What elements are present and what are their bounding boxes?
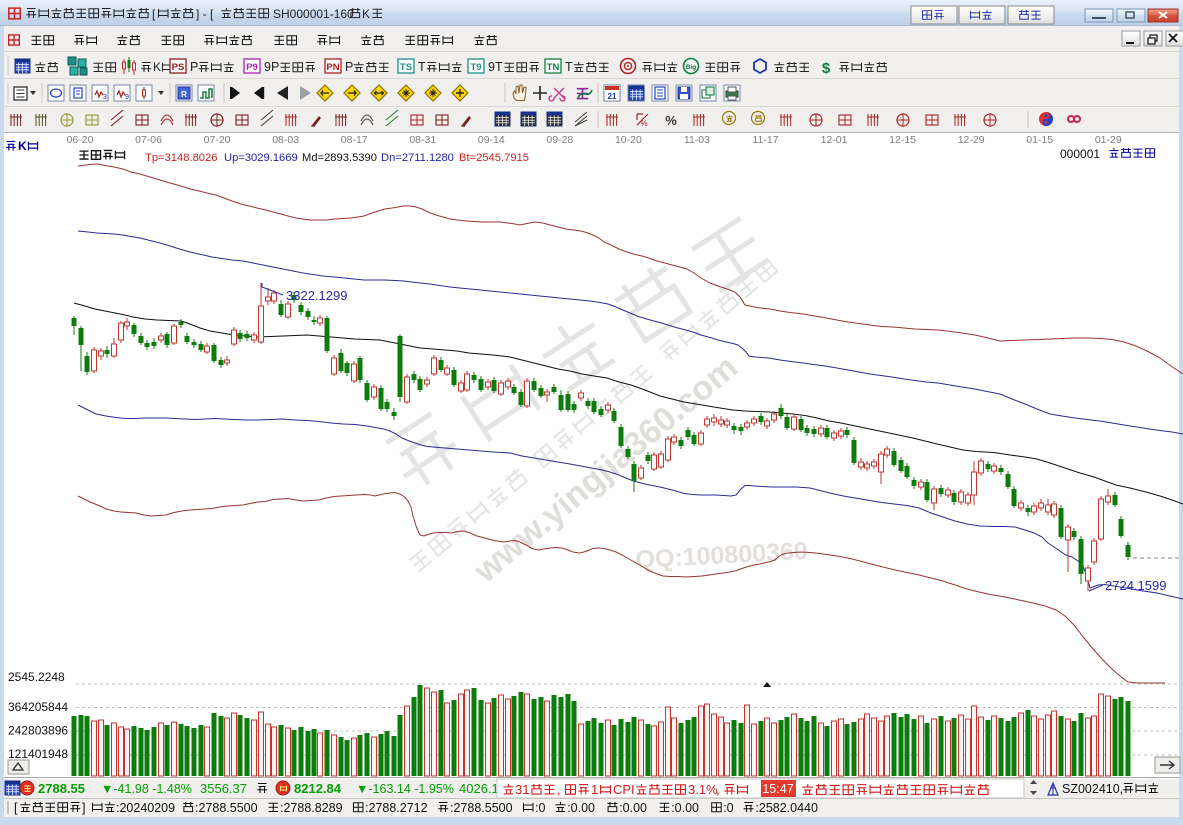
svg-text:01-15: 01-15 <box>1026 134 1053 146</box>
svg-text::0.00: :0.00 <box>567 801 595 815</box>
svg-text:TS: TS <box>400 62 412 73</box>
svg-text:06-20: 06-20 <box>67 134 94 146</box>
svg-text:08-31: 08-31 <box>409 134 436 146</box>
svg-text:P9: P9 <box>246 62 258 73</box>
svg-text:Md=2893.5390: Md=2893.5390 <box>302 152 377 164</box>
svg-text::2788.8289: :2788.8289 <box>280 801 343 815</box>
svg-text::2582.0440: :2582.0440 <box>755 801 818 815</box>
svg-text:3.1%: 3.1% <box>688 782 718 797</box>
svg-text::2788.2712: :2788.2712 <box>365 801 428 815</box>
svg-text:15:47: 15:47 <box>762 782 793 796</box>
svg-text::0.00: :0.00 <box>671 801 699 815</box>
svg-text:[: [ <box>14 801 18 815</box>
svg-text::20240209: :20240209 <box>116 801 175 815</box>
svg-text:T9: T9 <box>470 62 481 73</box>
svg-text::0.00: :0.00 <box>619 801 647 815</box>
svg-text:CPI: CPI <box>613 782 635 797</box>
svg-text:T: T <box>565 60 573 74</box>
svg-text:T: T <box>418 60 426 74</box>
svg-text:%: % <box>665 113 677 128</box>
svg-text::2788.5500: :2788.5500 <box>450 801 513 815</box>
svg-text:10-20: 10-20 <box>615 134 642 146</box>
svg-text:12-01: 12-01 <box>821 134 848 146</box>
svg-text:R: R <box>181 90 187 99</box>
svg-text:SZ002410,: SZ002410, <box>1062 782 1123 796</box>
svg-text:09-14: 09-14 <box>478 134 505 146</box>
svg-text:242803896: 242803896 <box>8 724 68 738</box>
svg-text:PN: PN <box>326 62 339 73</box>
svg-text:,: , <box>557 782 561 797</box>
svg-text:] - [: ] - [ <box>196 7 214 21</box>
svg-text:1: 1 <box>591 782 598 797</box>
svg-text:K: K <box>362 7 370 21</box>
svg-text:Dn=2711.1280: Dn=2711.1280 <box>381 152 454 164</box>
svg-text:$: $ <box>822 60 831 77</box>
svg-text:11-17: 11-17 <box>752 134 778 146</box>
svg-text::2788.5500: :2788.5500 <box>195 801 258 815</box>
svg-text:11-03: 11-03 <box>684 134 710 146</box>
svg-text:12-29: 12-29 <box>958 134 985 146</box>
svg-text:%: % <box>640 119 647 128</box>
svg-text::0: :0 <box>723 801 733 815</box>
svg-text::0: :0 <box>535 801 545 815</box>
svg-text:Big: Big <box>686 64 697 71</box>
svg-text:07-06: 07-06 <box>135 134 162 146</box>
svg-text:3322.1299: 3322.1299 <box>286 288 347 303</box>
svg-text:31: 31 <box>515 782 529 797</box>
svg-text:P: P <box>190 60 198 74</box>
svg-text:P: P <box>345 60 353 74</box>
svg-text:9P: 9P <box>264 60 279 74</box>
svg-text:364205844: 364205844 <box>8 700 68 714</box>
svg-text:▼-41.98 -1.48%: ▼-41.98 -1.48% <box>101 782 192 796</box>
svg-text:Bt=2545.7915: Bt=2545.7915 <box>459 152 529 164</box>
svg-text:01-29: 01-29 <box>1095 134 1122 146</box>
svg-text:121401948: 121401948 <box>8 747 68 761</box>
svg-text:Up=3029.1669: Up=3029.1669 <box>224 152 298 164</box>
svg-text:08-17: 08-17 <box>341 134 368 146</box>
svg-text:07-20: 07-20 <box>204 134 231 146</box>
svg-text:PS: PS <box>172 62 185 73</box>
svg-text:K: K <box>18 139 27 153</box>
svg-text:9T: 9T <box>488 60 503 74</box>
svg-text:3556.37: 3556.37 <box>200 781 247 796</box>
svg-text:000001: 000001 <box>1060 147 1100 161</box>
svg-text:2788.55: 2788.55 <box>38 781 85 796</box>
svg-text:2724.1599: 2724.1599 <box>1105 578 1166 593</box>
svg-text:Tp=3148.8026: Tp=3148.8026 <box>145 152 217 164</box>
svg-text:TN: TN <box>547 62 560 73</box>
svg-text:]: ] <box>82 801 85 815</box>
svg-text:2545.2248: 2545.2248 <box>8 670 65 684</box>
svg-text:21: 21 <box>608 92 617 101</box>
svg-text:9: 9 <box>125 94 129 101</box>
svg-text:K: K <box>153 60 161 74</box>
svg-text:08-03: 08-03 <box>272 134 299 146</box>
svg-text:,: , <box>716 782 720 797</box>
svg-text:4026.1: 4026.1 <box>459 781 499 796</box>
svg-text:▼-163.14 -1.95%: ▼-163.14 -1.95% <box>356 782 454 796</box>
svg-text:SH000001-160: SH000001-160 <box>273 7 354 21</box>
svg-text:12-15: 12-15 <box>889 134 916 146</box>
svg-text:[: [ <box>152 7 156 21</box>
svg-text:3: 3 <box>103 94 107 101</box>
svg-text:09-28: 09-28 <box>546 134 573 146</box>
svg-text:8212.84: 8212.84 <box>294 781 342 796</box>
